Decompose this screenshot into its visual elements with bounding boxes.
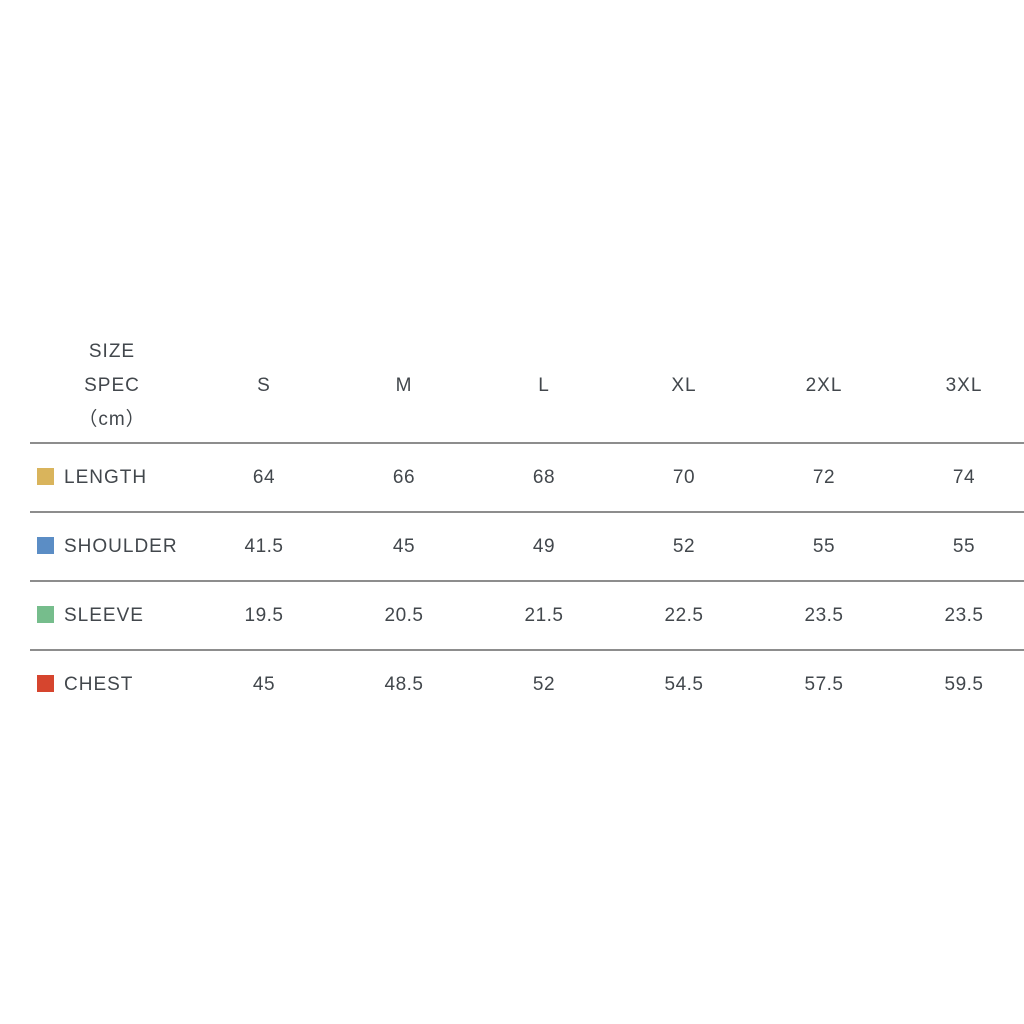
table-corner-header: SIZE SPEC （cm） — [30, 330, 194, 443]
chest-swatch-icon — [37, 675, 54, 692]
value-cell-shoulder-xl: 52 — [614, 511, 754, 581]
row-label-sleeve: SLEEVE — [64, 604, 144, 626]
corner-header-line-2: SPEC — [84, 375, 140, 396]
value-cell-shoulder-l: 49 — [474, 511, 614, 581]
corner-header-line-1: SIZE — [88, 341, 136, 362]
value-cell-sleeve-xl: 22.5 — [614, 580, 754, 650]
row-header-shoulder: SHOULDER — [30, 511, 194, 581]
value-cell-chest-xl: 54.5 — [614, 649, 754, 719]
table-row-length: LENGTH 64 66 68 70 72 74 — [30, 442, 1024, 512]
value-cell-sleeve-3xl: 23.5 — [894, 580, 1024, 650]
sleeve-swatch-icon — [37, 605, 54, 623]
column-header-l: L — [538, 375, 550, 396]
value-cell-shoulder-m: 45 — [334, 511, 474, 581]
value-cell-shoulder-3xl: 55 — [894, 511, 1024, 581]
value-cell-length-l: 68 — [474, 442, 614, 512]
value-cell-shoulder-s: 41.5 — [194, 511, 334, 581]
value-cell-sleeve-l: 21.5 — [474, 580, 614, 650]
value-cell-length-s: 64 — [194, 442, 334, 512]
value-cell-length-2xl: 72 — [754, 442, 894, 512]
column-header-m: M — [395, 375, 413, 396]
size-spec-table: SIZE SPEC （cm） S M L XL 2XL 3XL LENGTH 6… — [30, 330, 1024, 719]
value-cell-length-xl: 70 — [614, 442, 754, 512]
column-header-3xl: 3XL — [945, 375, 983, 396]
row-header-length: LENGTH — [30, 442, 194, 512]
corner-header-line-3: （cm） — [78, 409, 146, 430]
value-cell-chest-m: 48.5 — [334, 649, 474, 719]
value-cell-chest-2xl: 57.5 — [754, 649, 894, 719]
table-row-sleeve: SLEEVE 19.5 20.5 21.5 22.5 23.5 23.5 — [30, 580, 1024, 650]
value-cell-chest-3xl: 59.5 — [894, 649, 1024, 719]
table-row-chest: CHEST 45 48.5 52 54.5 57.5 59.5 — [30, 649, 1024, 719]
value-cell-length-m: 66 — [334, 442, 474, 512]
row-header-sleeve: SLEEVE — [30, 580, 194, 650]
column-header-xl: XL — [671, 375, 697, 396]
value-cell-chest-l: 52 — [474, 649, 614, 719]
value-cell-sleeve-2xl: 23.5 — [754, 580, 894, 650]
shoulder-swatch-icon — [37, 536, 54, 554]
column-header-s: S — [257, 375, 271, 396]
row-header-chest: CHEST — [30, 649, 194, 719]
value-cell-shoulder-2xl: 55 — [754, 511, 894, 581]
table-header-row: SIZE SPEC （cm） S M L XL 2XL 3XL — [30, 330, 1024, 443]
row-label-length: LENGTH — [64, 466, 148, 488]
row-label-chest: CHEST — [64, 674, 134, 695]
value-cell-sleeve-s: 19.5 — [194, 580, 334, 650]
length-swatch-icon — [37, 467, 54, 485]
column-header-2xl: 2XL — [805, 375, 843, 396]
row-label-shoulder: SHOULDER — [64, 535, 178, 557]
value-cell-sleeve-m: 20.5 — [334, 580, 474, 650]
value-cell-chest-s: 45 — [194, 649, 334, 719]
table-row-shoulder: SHOULDER 41.5 45 49 52 55 55 — [30, 511, 1024, 581]
value-cell-length-3xl: 74 — [894, 442, 1024, 512]
